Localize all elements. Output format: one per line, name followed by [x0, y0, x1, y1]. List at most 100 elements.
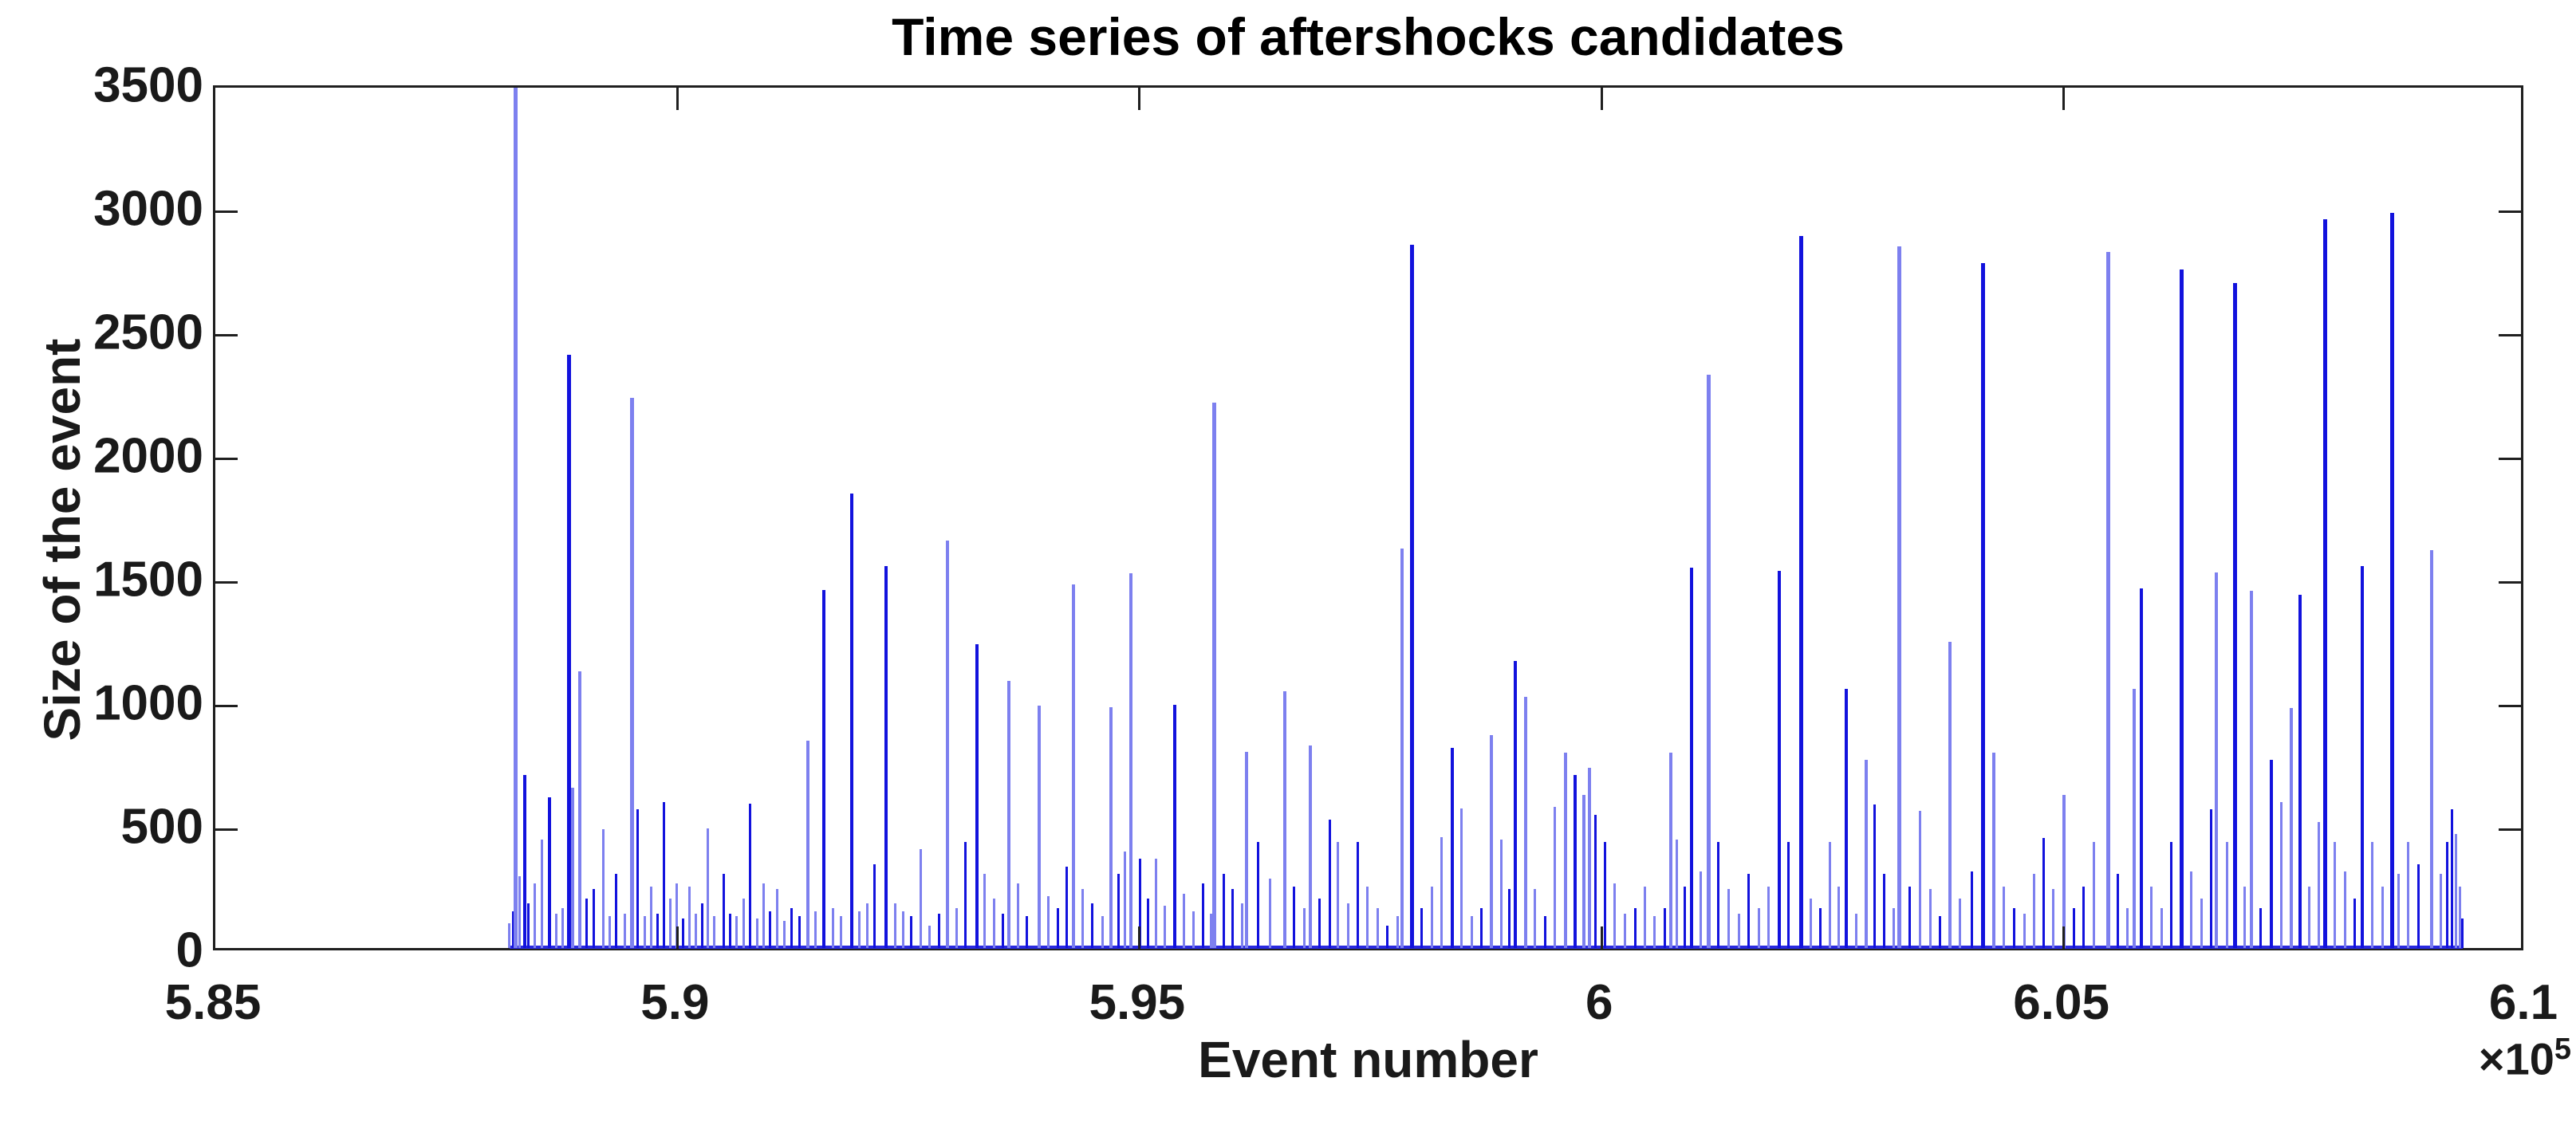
data-spike — [2132, 688, 2136, 948]
data-spike — [1223, 874, 1226, 948]
data-spike — [1844, 688, 1848, 948]
data-spike — [566, 355, 571, 948]
data-spike — [2397, 874, 2400, 948]
data-spike — [1202, 883, 1205, 948]
data-spike — [2013, 908, 2016, 948]
data-spike — [1747, 874, 1751, 948]
y-tick-label: 500 — [120, 799, 203, 855]
data-spike — [832, 908, 835, 948]
data-spike — [805, 740, 809, 948]
data-spike — [1420, 908, 1424, 948]
data-spike — [1893, 908, 1896, 948]
y-tick-label: 3500 — [93, 57, 203, 113]
data-spike — [1241, 903, 1244, 948]
data-spike — [1308, 745, 1312, 948]
data-spike — [749, 803, 752, 948]
data-spike — [840, 915, 843, 948]
data-spike — [1653, 915, 1656, 948]
data-spike — [1554, 807, 1557, 948]
data-spike — [2371, 841, 2374, 948]
data-spike — [2298, 594, 2302, 948]
data-spike — [2023, 913, 2027, 948]
data-spike — [681, 918, 684, 948]
data-spike — [2307, 886, 2310, 948]
data-spike — [2052, 888, 2055, 948]
axis-tick-mark — [215, 828, 238, 831]
data-spike — [1293, 886, 1296, 948]
data-spike — [955, 908, 959, 948]
data-spike — [1303, 908, 1306, 948]
axis-tick-mark — [215, 457, 238, 460]
data-spike — [585, 899, 589, 948]
data-spike — [1109, 706, 1113, 948]
data-spike — [593, 888, 596, 948]
axis-tick-mark — [2499, 704, 2521, 707]
data-spike — [644, 915, 647, 948]
y-tick-label: 2000 — [93, 428, 203, 484]
data-spike — [884, 566, 888, 948]
data-spike — [1624, 913, 1627, 948]
data-spike — [2289, 708, 2293, 948]
data-spike — [2259, 908, 2263, 948]
y-axis-label: Size of the event — [33, 338, 91, 741]
data-spike — [2361, 566, 2365, 948]
data-spike — [1006, 681, 1010, 948]
data-spike — [1897, 246, 1902, 948]
data-spike — [707, 828, 710, 948]
data-spike — [2073, 908, 2076, 948]
data-spike — [675, 883, 678, 948]
data-spike — [1727, 888, 1731, 948]
data-spike — [1026, 915, 1029, 948]
data-spike — [636, 809, 640, 948]
data-spike — [1128, 573, 1132, 948]
data-spike — [1883, 874, 1886, 948]
data-spike — [1513, 661, 1517, 948]
data-spike — [1837, 886, 1841, 948]
data-spike — [945, 540, 949, 948]
data-spike — [1440, 836, 1444, 948]
data-spike — [1873, 804, 1877, 948]
data-spike — [894, 903, 897, 948]
data-spike — [1700, 871, 1703, 948]
data-spike — [2082, 886, 2086, 948]
data-spike — [2353, 899, 2356, 948]
data-spike — [1450, 747, 1454, 948]
data-spike — [541, 839, 544, 948]
axis-tick-mark — [215, 210, 238, 213]
y-tick-label: 1000 — [93, 675, 203, 731]
data-spike — [1057, 908, 1060, 948]
data-spike — [1717, 841, 1720, 948]
data-spike — [1738, 913, 1741, 948]
data-spike — [729, 913, 732, 948]
data-spike — [570, 787, 574, 948]
axis-tick-mark — [676, 88, 679, 110]
data-spike — [938, 913, 941, 948]
axis-tick-mark — [2499, 333, 2521, 336]
data-spike — [2033, 874, 2036, 948]
data-spike — [2233, 283, 2238, 948]
data-spike — [2430, 549, 2434, 948]
data-spike — [1329, 819, 1332, 948]
data-spike — [630, 398, 635, 948]
data-spike — [814, 911, 817, 948]
data-spike — [2003, 886, 2006, 948]
data-spike — [2389, 212, 2394, 948]
data-spike — [2446, 841, 2448, 948]
data-spike — [2190, 871, 2193, 948]
data-spike — [1117, 874, 1121, 948]
data-spike — [769, 911, 772, 948]
data-spike — [1819, 908, 1822, 948]
data-spike — [1081, 888, 1085, 948]
x-axis-label: Event number — [1198, 1031, 1538, 1088]
data-spike — [1787, 841, 1790, 948]
data-spike — [928, 926, 932, 948]
data-spike — [1139, 859, 1142, 948]
axis-tick-mark — [2499, 580, 2521, 584]
data-spike — [1948, 641, 1952, 948]
data-spike — [1684, 886, 1687, 948]
data-spike — [1396, 915, 1400, 948]
data-spike — [858, 911, 861, 948]
data-spike — [1183, 893, 1186, 948]
data-spike — [656, 913, 660, 948]
data-spike — [1587, 767, 1591, 948]
